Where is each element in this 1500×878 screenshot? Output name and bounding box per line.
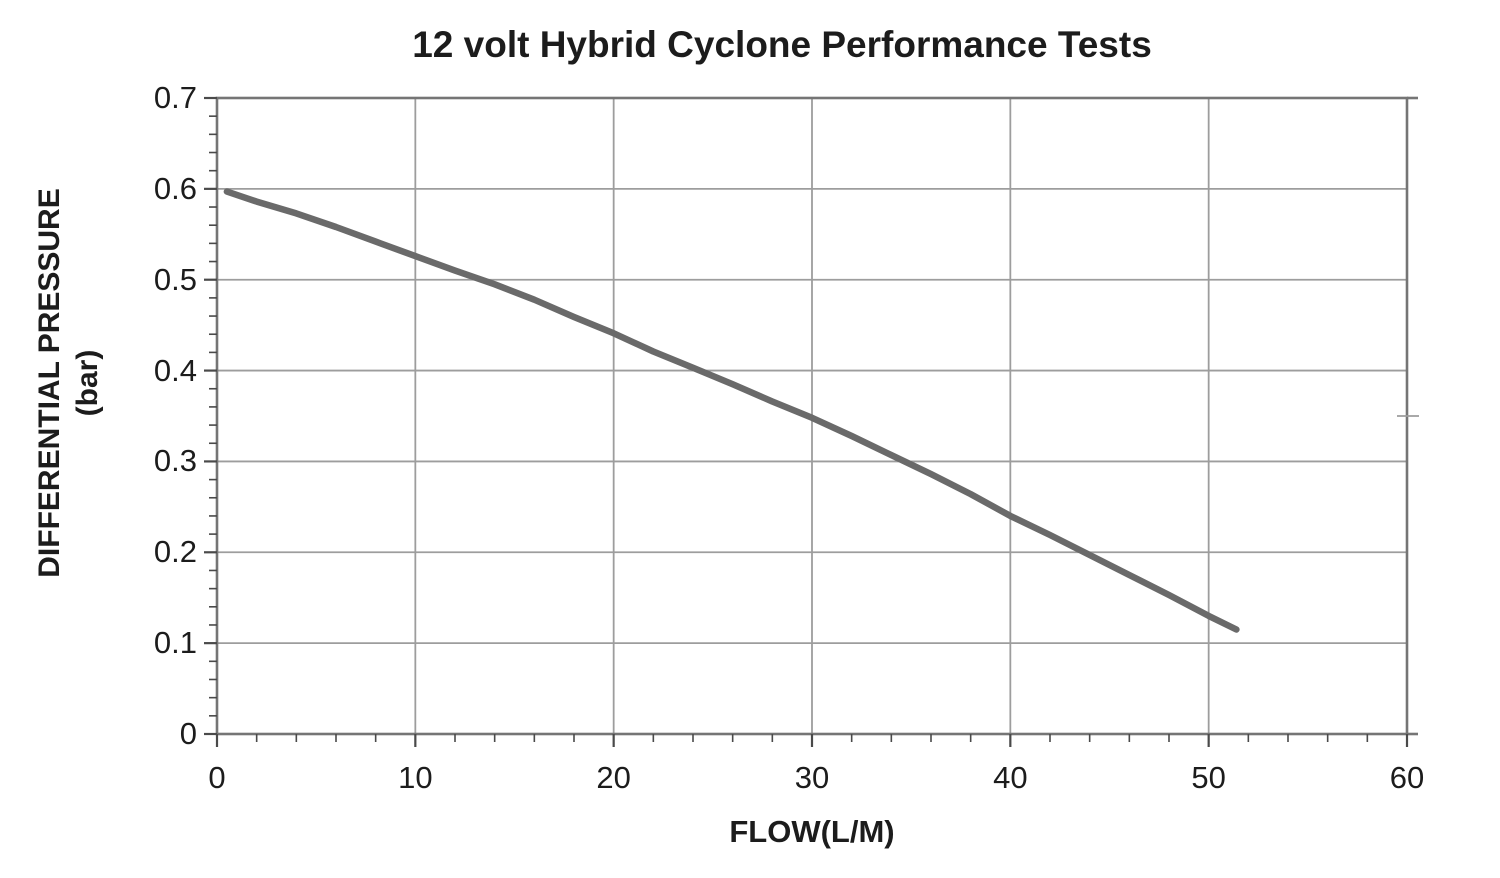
performance-curve <box>223 188 1240 633</box>
y-tick-label: 0.1 <box>153 625 197 661</box>
chart-title: 12 volt Hybrid Cyclone Performance Tests <box>412 24 1152 65</box>
x-tick-label: 0 <box>208 760 226 795</box>
x-tick-label: 10 <box>398 760 433 795</box>
x-tick-label: 60 <box>1389 760 1425 795</box>
x-tick-label: 30 <box>794 760 830 795</box>
x-tick-label: 40 <box>993 760 1028 795</box>
y-tick-label: 0.4 <box>153 352 197 388</box>
y-tick-label: 0.2 <box>153 534 197 570</box>
y-axis-title-line1: DIFFERENTIAL PRESSURE <box>33 188 66 578</box>
y-tick-label: 0.7 <box>153 80 197 115</box>
y-tick-label: 0.6 <box>153 170 197 206</box>
y-tick-label: 0.5 <box>153 261 197 297</box>
y-axis-title: DIFFERENTIAL PRESSURE (bar) <box>31 188 107 578</box>
x-axis-title: FLOW(L/M) <box>729 814 895 849</box>
y-tick-label: 0 <box>179 716 197 751</box>
x-tick-label: 50 <box>1191 760 1226 795</box>
x-tick-label: 20 <box>596 760 631 795</box>
y-tick-label: 0.3 <box>153 443 197 479</box>
